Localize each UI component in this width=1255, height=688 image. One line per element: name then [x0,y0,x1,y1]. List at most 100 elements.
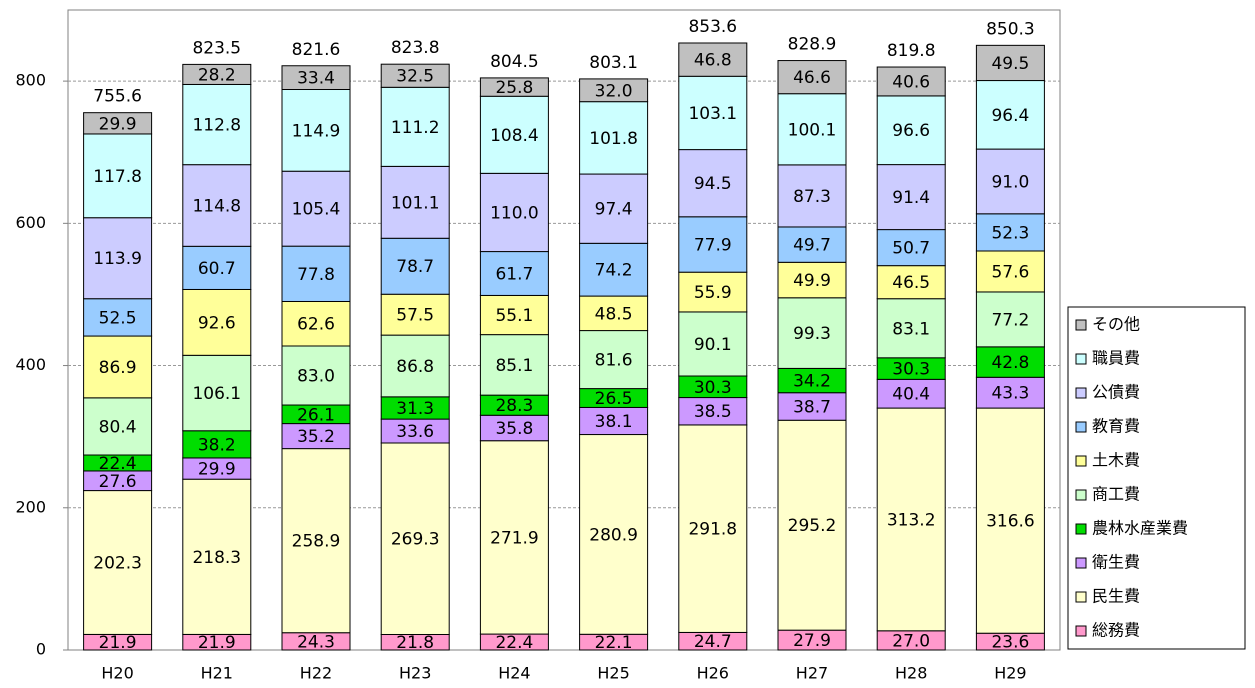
x-tick-label: H26 [697,664,729,683]
x-tick-label: H22 [300,664,332,683]
data-label: 33.4 [297,69,335,89]
data-label: 291.8 [688,520,737,540]
data-label: 62.6 [297,315,335,335]
x-tick-label: H24 [498,664,530,683]
data-label: 46.8 [694,51,732,71]
bar-segment [777,261,847,299]
legend-swatch [1075,353,1087,365]
bar-segment [975,80,1045,150]
bar-segment [579,78,649,103]
data-label: 57.6 [991,262,1029,282]
data-label: 99.3 [793,324,831,344]
bar-segment [579,242,649,297]
data-label: 30.3 [694,378,732,398]
bar-segment [479,77,549,97]
data-label: 74.2 [595,261,633,281]
data-label: 269.3 [391,530,440,550]
data-label: 22.4 [99,454,137,474]
y-tick-label: 0 [36,640,46,659]
total-label: 850.3 [986,19,1035,39]
plot-frame [67,9,1061,651]
data-label: 91.4 [892,188,930,208]
bar-segment [281,300,351,347]
legend-swatch [1075,591,1087,603]
legend-label: 公債費 [1092,383,1140,402]
x-tick-label: H28 [895,664,927,683]
data-label: 316.6 [986,512,1035,532]
data-label: 23.6 [991,633,1029,653]
data-label: 35.8 [495,419,533,439]
data-label: 26.1 [297,405,335,425]
data-label: 87.3 [793,187,831,207]
total-label: 828.9 [788,35,837,55]
data-label: 38.5 [694,402,732,422]
data-label: 25.8 [495,78,533,98]
bar-segment [678,75,748,151]
bar-segment [975,148,1045,215]
data-label: 100.1 [788,120,837,140]
bar-segment [876,229,946,267]
bar-segment [281,423,351,450]
data-label: 24.7 [694,632,732,652]
legend-label: 土木費 [1092,451,1140,470]
data-label: 106.1 [192,384,241,404]
bar-segment [182,430,252,459]
data-label: 28.3 [495,396,533,416]
bar-segment [479,95,549,174]
legend-label: 総務費 [1092,621,1140,640]
data-label: 42.8 [991,353,1029,373]
bar-segment [876,298,946,359]
legend-label: 衛生費 [1092,553,1140,572]
bar-segment [83,397,153,456]
data-label: 96.6 [892,121,930,141]
legend-swatch [1075,319,1087,331]
total-label: 819.8 [887,41,936,61]
data-label: 258.9 [292,532,341,552]
bar-segment [777,60,847,95]
bar-segment [182,354,252,432]
data-label: 90.1 [694,335,732,355]
legend-label: 教育費 [1092,417,1140,436]
bar-segment [182,478,252,635]
bar-segment [579,434,649,635]
data-label: 21.8 [396,633,434,653]
total-label: 823.8 [391,38,440,58]
bar-segment [182,63,252,85]
data-label: 27.9 [793,631,831,651]
data-label: 29.9 [99,114,137,134]
bar-segment [876,66,946,97]
bar-segment [479,172,549,253]
data-label: 77.9 [694,235,732,255]
data-label: 40.6 [892,72,930,92]
bar-segment [83,112,153,135]
data-label: 202.3 [93,553,142,573]
total-label: 853.6 [688,17,737,37]
data-label: 60.7 [198,259,236,279]
data-label: 92.6 [198,313,236,333]
bar-segment [876,164,946,231]
data-label: 57.5 [396,306,434,326]
legend-label: 商工費 [1092,485,1140,504]
data-label: 46.5 [892,273,930,293]
data-label: 38.1 [595,412,633,432]
bar-segment [479,294,549,336]
data-label: 83.1 [892,319,930,339]
x-tick-label: H29 [994,664,1026,683]
data-label: 114.9 [292,121,341,141]
data-label: 31.3 [396,399,434,419]
data-label: 113.9 [93,249,142,269]
bar-segment [678,311,748,377]
bar-segment [281,345,351,406]
legend-swatch [1075,489,1087,501]
bar-segment [579,173,649,244]
data-label: 32.0 [595,81,633,101]
data-label: 49.9 [793,271,831,291]
data-label: 105.4 [292,200,341,220]
data-label: 86.9 [99,358,137,378]
data-label: 103.1 [688,104,737,124]
data-label: 32.5 [396,67,434,87]
bar-segment [876,407,946,632]
bar-segment [876,265,946,300]
bar-segment [678,149,748,218]
